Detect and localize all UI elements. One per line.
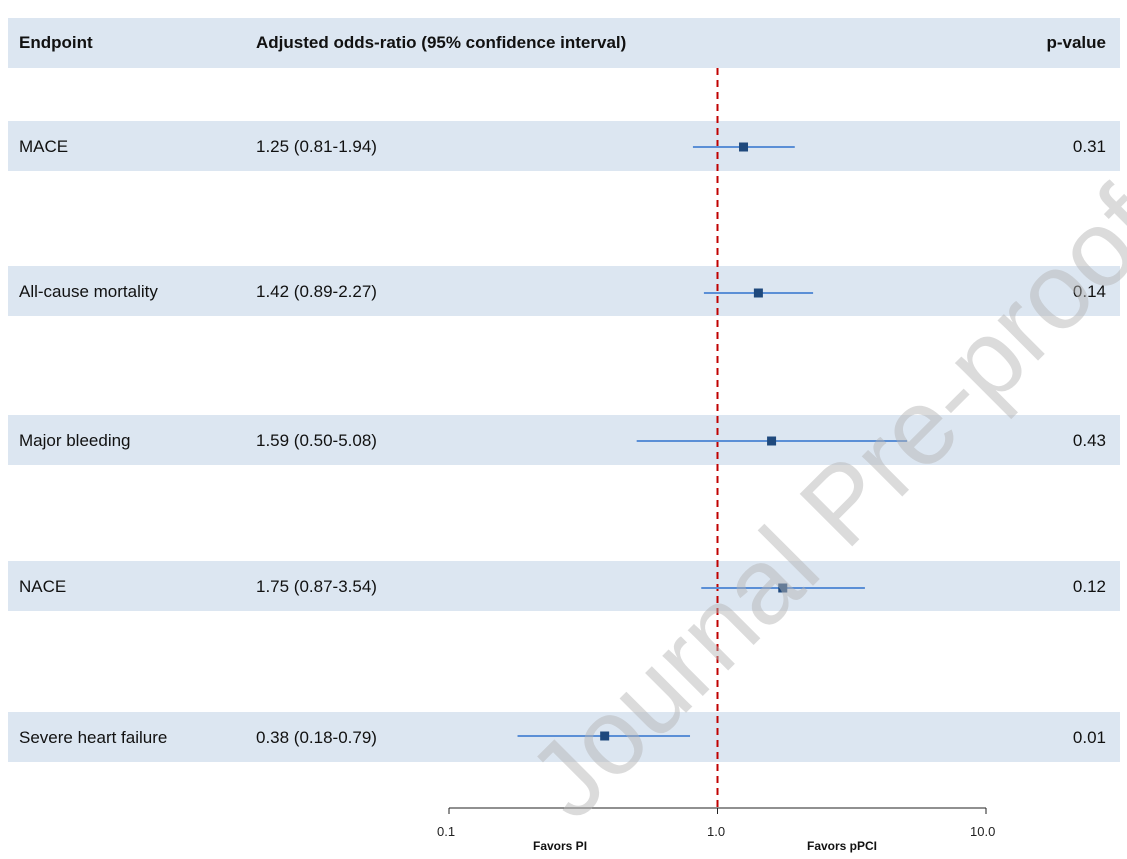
odds-ratio-column-header: Adjusted odds-ratio (95% confidence inte… [256,33,627,52]
p-value-text: 0.43 [1072,431,1106,450]
odds-ratio-text: 1.42 (0.89-2.27) [256,282,377,301]
p-value-text: 0.12 [1072,577,1106,596]
favors-left-label: Favors PI [533,839,588,853]
favors-right-label: Favors pPCI [807,839,878,853]
p-value-column-header: p-value [1046,33,1106,52]
axis-tick-label: 10.0 [970,824,996,839]
endpoint-label: NACE [19,577,67,596]
odds-ratio-point [767,436,777,446]
odds-ratio-point [778,583,788,593]
odds-ratio-point [753,288,763,298]
row-band [8,415,1120,465]
endpoint-label: MACE [19,137,69,156]
p-value-text: 0.01 [1072,728,1106,747]
odds-ratio-point [600,731,610,741]
p-value-text: 0.31 [1072,137,1106,156]
endpoint-label: All-cause mortality [19,282,158,301]
header-band [8,18,1120,68]
odds-ratio-text: 1.59 (0.50-5.08) [256,431,377,450]
odds-ratio-point [739,142,749,152]
endpoint-label: Severe heart failure [19,728,168,747]
axis-tick-label: 0.1 [437,824,456,839]
p-value-text: 0.14 [1072,282,1106,301]
axis-tick-label: 1.0 [707,824,726,839]
row-band [8,121,1120,171]
endpoint-label: Major bleeding [19,431,131,450]
odds-ratio-text: 1.75 (0.87-3.54) [256,577,377,596]
row-band [8,561,1120,611]
odds-ratio-text: 0.38 (0.18-0.79) [256,728,377,747]
endpoint-column-header: Endpoint [19,33,93,52]
odds-ratio-text: 1.25 (0.81-1.94) [256,137,377,156]
row-band [8,266,1120,316]
